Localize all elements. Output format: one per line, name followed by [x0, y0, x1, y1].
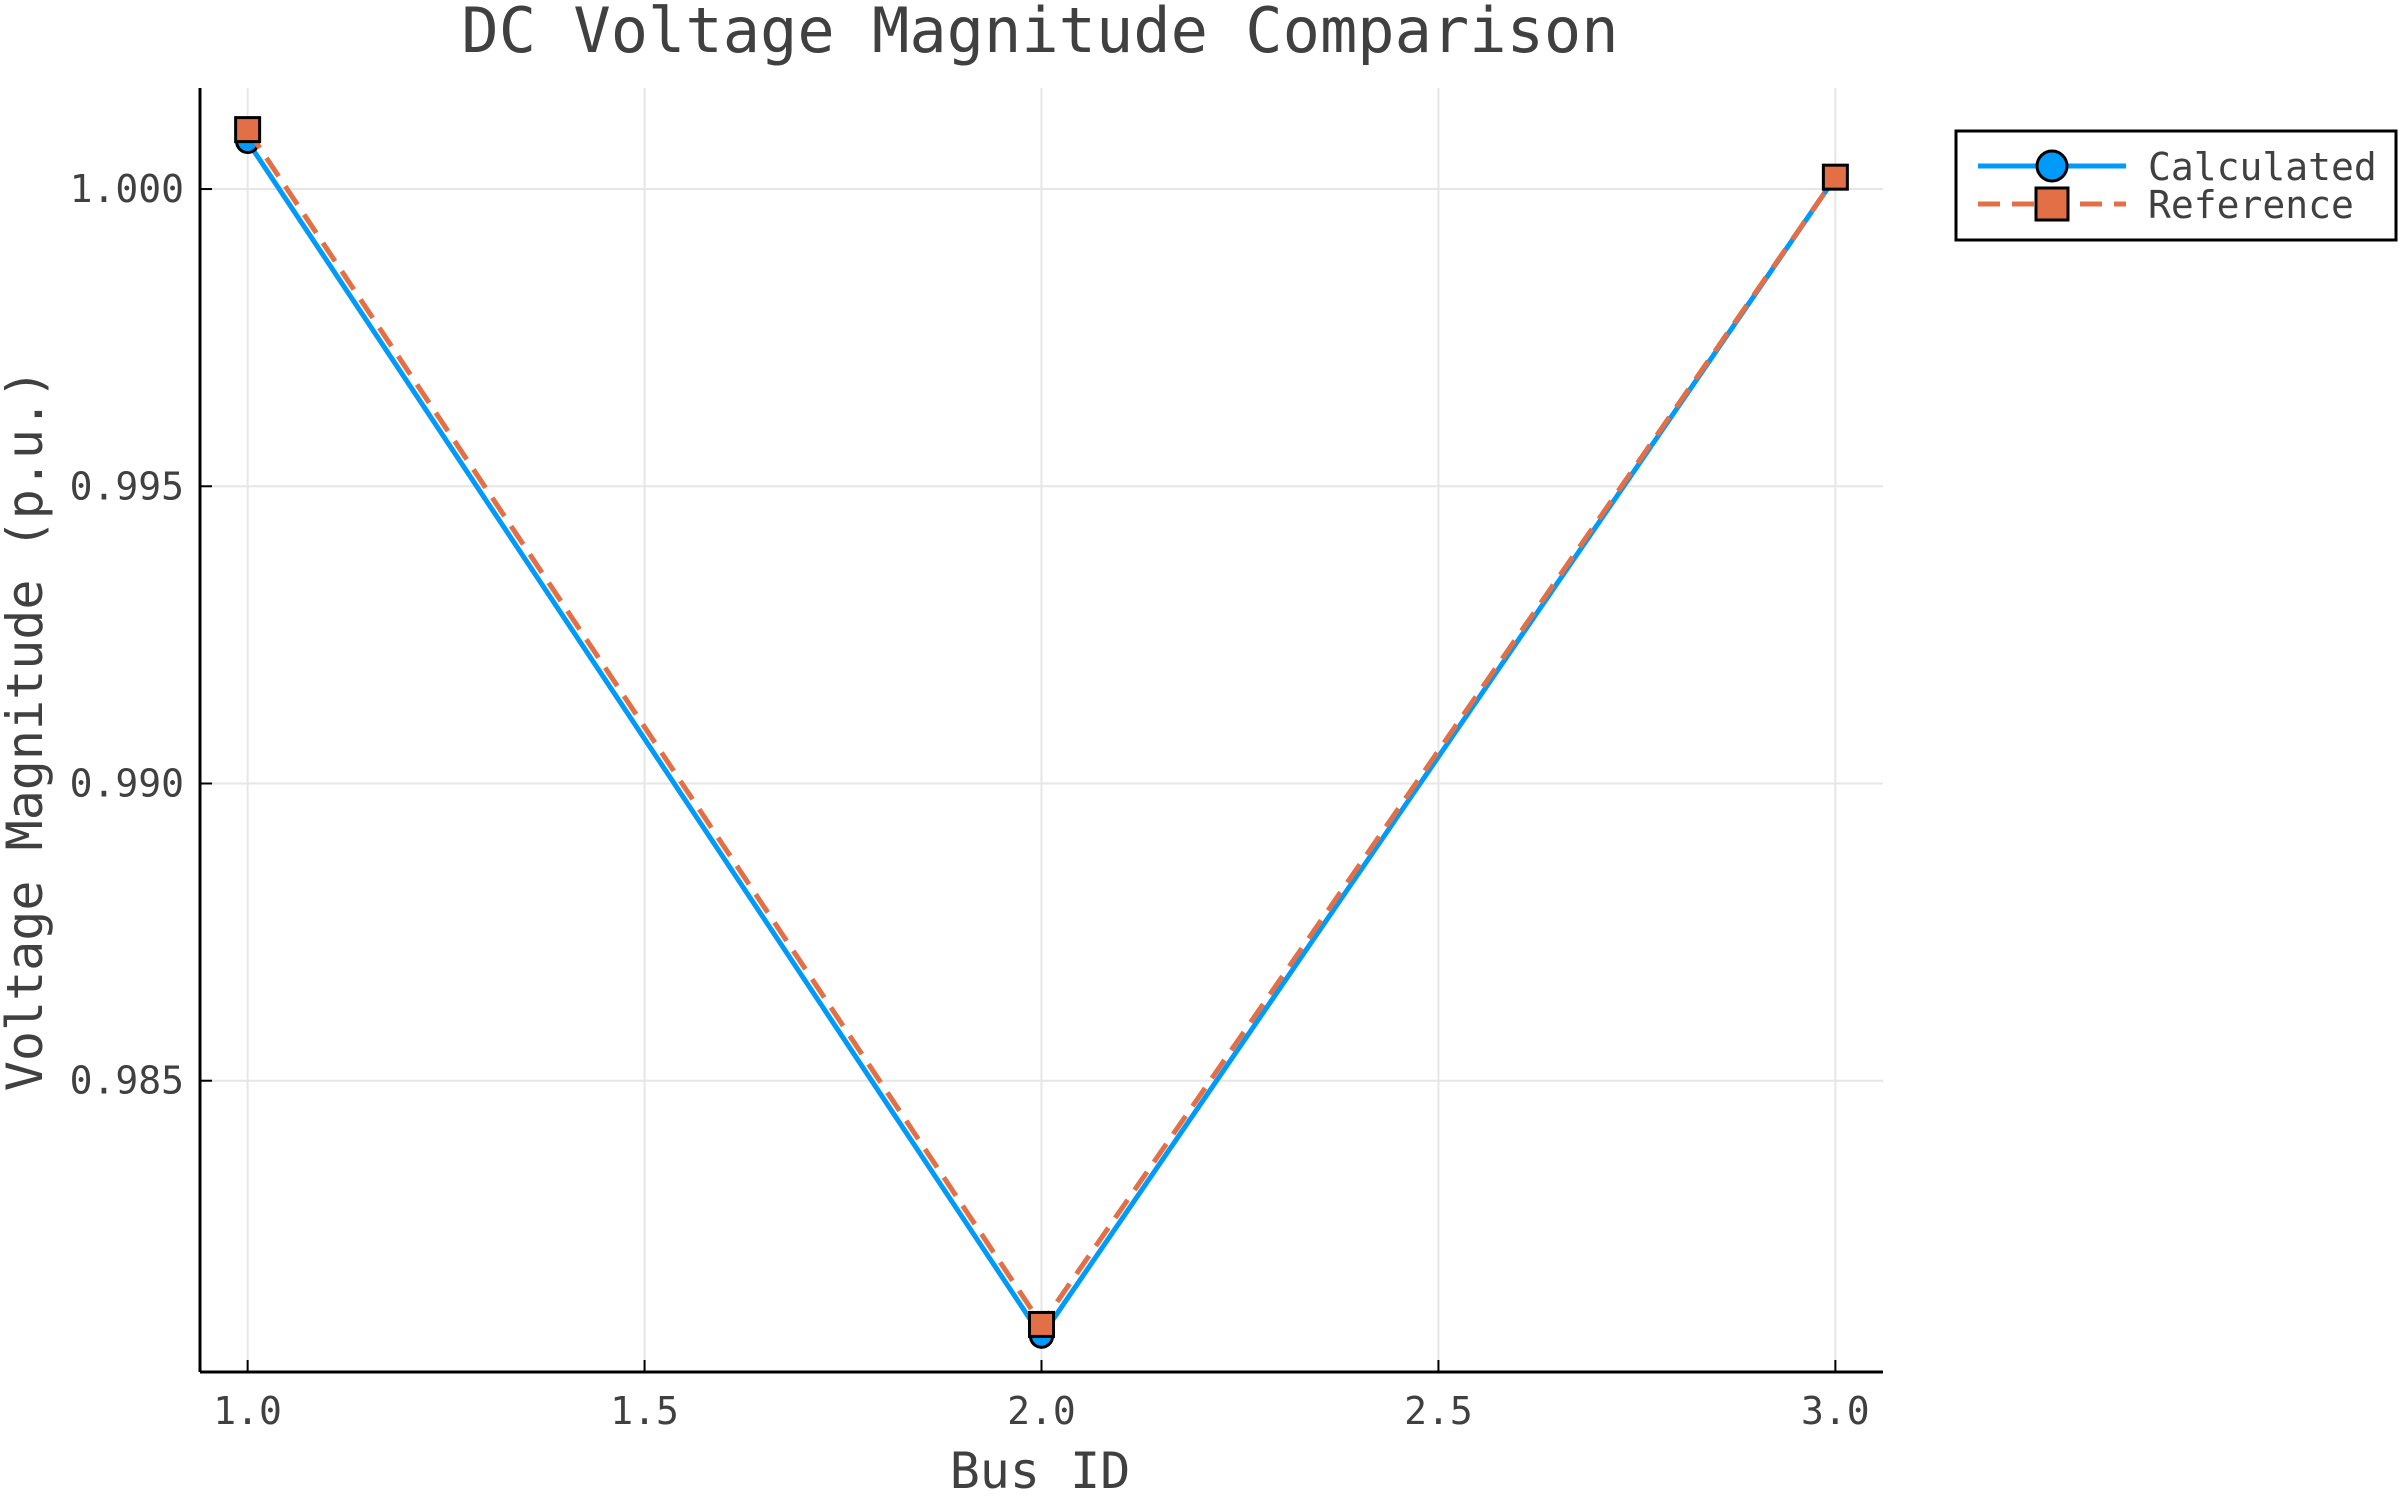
y-tick-label: 1.000 [70, 167, 184, 211]
series-group [234, 116, 1849, 1349]
legend-label-calculated: Calculated [2148, 145, 2377, 189]
grid-lines [200, 88, 1883, 1372]
x-tick-label: 1.0 [213, 1389, 282, 1433]
x-tick-label: 3.0 [1801, 1389, 1870, 1433]
data-point-reference [1028, 1310, 1055, 1338]
chart-title: DC Voltage Magnitude Comparison [461, 0, 1618, 67]
y-tick-label: 0.995 [70, 464, 184, 508]
legend-marker-reference [2034, 186, 2070, 222]
legend-marker-calculated [2035, 149, 2069, 183]
y-axis-label: Voltage Magnitude (p.u.) [0, 369, 54, 1091]
y-tick-labels: 0.985 0.990 0.995 1.000 [70, 167, 212, 1103]
legend: Calculated Reference [1954, 129, 2398, 242]
y-tick-label: 0.985 [70, 1059, 184, 1103]
x-axis-label: Bus ID [950, 1442, 1131, 1500]
x-tick-label: 1.5 [610, 1389, 679, 1433]
legend-label-reference: Reference [2148, 183, 2354, 227]
legend-box [1954, 129, 2398, 242]
x-tick-label: 2.5 [1404, 1389, 1473, 1433]
data-point-reference [1821, 163, 1849, 191]
data-point-reference [234, 116, 262, 144]
y-tick-label: 0.990 [70, 762, 184, 806]
x-tick-label: 2.0 [1007, 1389, 1076, 1433]
x-tick-labels: 1.0 1.5 2.0 2.5 3.0 [213, 1360, 1870, 1433]
